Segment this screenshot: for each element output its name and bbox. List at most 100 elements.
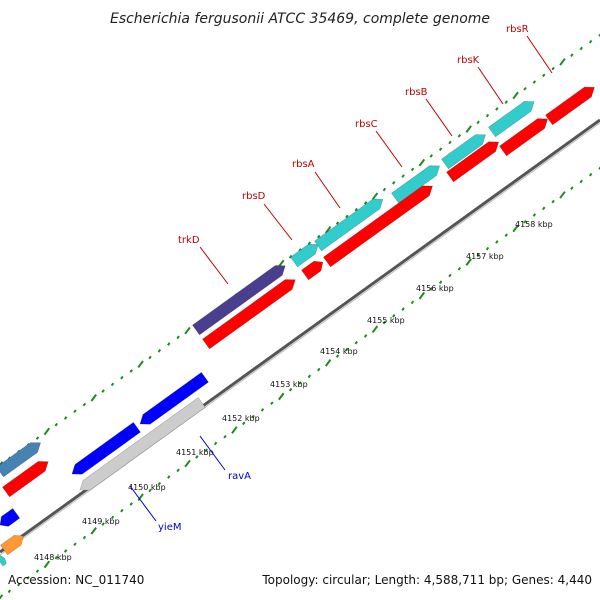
tick-mark xyxy=(542,206,546,211)
gene-block-trkD xyxy=(192,265,286,336)
gene-leader-line xyxy=(129,485,157,522)
tick-mark xyxy=(148,355,152,360)
tick-label: 4154 kbp xyxy=(320,347,358,356)
tick-mark xyxy=(523,219,527,224)
gene-block-forward xyxy=(202,279,296,350)
tick-label: 4153 kbp xyxy=(270,380,308,389)
tick-mark xyxy=(551,66,555,71)
tick-mark xyxy=(324,359,332,367)
gene-block-rbsK xyxy=(488,101,535,138)
gene-label-ravA: ravA xyxy=(228,471,251,482)
gene-blocks xyxy=(0,86,595,567)
tick-mark xyxy=(110,515,115,520)
tick-mark xyxy=(195,455,199,459)
gene-label-rbsA: rbsA xyxy=(292,159,315,170)
tick-label: 4158 kbp xyxy=(515,220,553,229)
tick-mark xyxy=(63,416,68,420)
tick-dots-inner xyxy=(0,166,600,600)
tick-mark xyxy=(504,100,508,104)
tick-mark xyxy=(465,125,472,133)
tick-mark xyxy=(260,408,265,412)
tick-mark xyxy=(204,448,208,452)
tick-label: 4151 kbp xyxy=(176,448,214,457)
tick-mark xyxy=(551,199,555,204)
tick-mark xyxy=(354,340,358,345)
tick-mark xyxy=(559,191,566,199)
tick-mark xyxy=(335,354,340,358)
gene-label-rbsD: rbsD xyxy=(242,191,266,202)
gene-leader-line xyxy=(425,98,453,137)
tick-mark xyxy=(129,502,133,506)
tick-mark xyxy=(157,481,162,486)
tick-mark xyxy=(278,259,285,268)
tick-mark xyxy=(523,86,527,91)
tick-mark xyxy=(54,555,58,560)
tick-mark xyxy=(63,549,68,553)
gene-leader-line xyxy=(526,35,553,74)
gene-block-steelblue xyxy=(0,442,41,478)
tick-mark xyxy=(382,320,387,325)
gene-block-rbsD xyxy=(290,243,319,268)
tick-mark xyxy=(101,389,105,393)
tick-mark xyxy=(288,254,293,259)
tick-mark xyxy=(82,402,87,407)
tick-mark xyxy=(382,187,387,192)
tick-mark xyxy=(401,174,405,178)
tick-mark xyxy=(598,166,600,170)
tick-mark xyxy=(438,280,443,285)
gene-block-orange xyxy=(0,535,24,556)
tick-mark xyxy=(579,46,583,51)
tick-mark xyxy=(137,493,144,502)
map-title: Escherichia fergusonii ATCC 35469, compl… xyxy=(110,11,490,27)
gene-block-forward xyxy=(301,260,324,281)
gene-block-cyan xyxy=(0,555,7,567)
gene-label-rbsR: rbsR xyxy=(506,24,529,35)
tick-mark xyxy=(307,241,312,246)
tick-mark xyxy=(43,427,51,436)
tick-mark xyxy=(278,392,285,401)
tick-mark xyxy=(495,240,499,244)
tick-mark xyxy=(588,39,593,44)
tick-mark xyxy=(54,422,58,427)
tick-mark xyxy=(418,291,426,300)
tick-mark xyxy=(43,560,51,569)
tick-mark xyxy=(448,273,452,278)
tick-mark xyxy=(457,133,462,138)
tick-mark xyxy=(231,426,238,434)
tick-mark xyxy=(90,527,97,535)
tick-label: 4149 kbp xyxy=(82,517,120,526)
tick-mark xyxy=(448,140,452,145)
tick-mark xyxy=(73,409,77,414)
tick-label: 4155 kbp xyxy=(367,316,405,325)
tick-mark xyxy=(120,375,124,380)
tick-mark xyxy=(485,113,490,118)
tick-mark xyxy=(371,192,379,201)
gene-leader-line xyxy=(199,435,226,471)
tick-mark xyxy=(410,300,415,305)
tick-mark xyxy=(317,367,321,372)
tick-label: 4156 kbp xyxy=(416,284,454,293)
tick-mark xyxy=(495,107,499,111)
tick-mark xyxy=(363,334,368,338)
tick-mark xyxy=(129,369,133,373)
tick-mark xyxy=(148,488,152,493)
tick-mark xyxy=(307,374,312,379)
gene-block-forward xyxy=(446,141,500,183)
tick-mark xyxy=(213,441,218,446)
tick-mark xyxy=(457,266,462,271)
tick-mark xyxy=(579,179,583,184)
tick-mark xyxy=(137,360,144,369)
tick-mark xyxy=(392,314,396,318)
tick-mark xyxy=(371,325,379,334)
tick-label: 4150 kbp xyxy=(128,483,166,492)
tick-label: 4148 kbp xyxy=(34,553,72,562)
gene-leader-line xyxy=(199,246,229,285)
tick-mark xyxy=(429,154,433,158)
tick-mark xyxy=(317,234,321,239)
tick-mark xyxy=(559,58,566,66)
tick-mark xyxy=(570,53,574,57)
tick-mark xyxy=(35,436,40,440)
tick-mark xyxy=(0,594,4,600)
tick-mark xyxy=(7,589,12,594)
